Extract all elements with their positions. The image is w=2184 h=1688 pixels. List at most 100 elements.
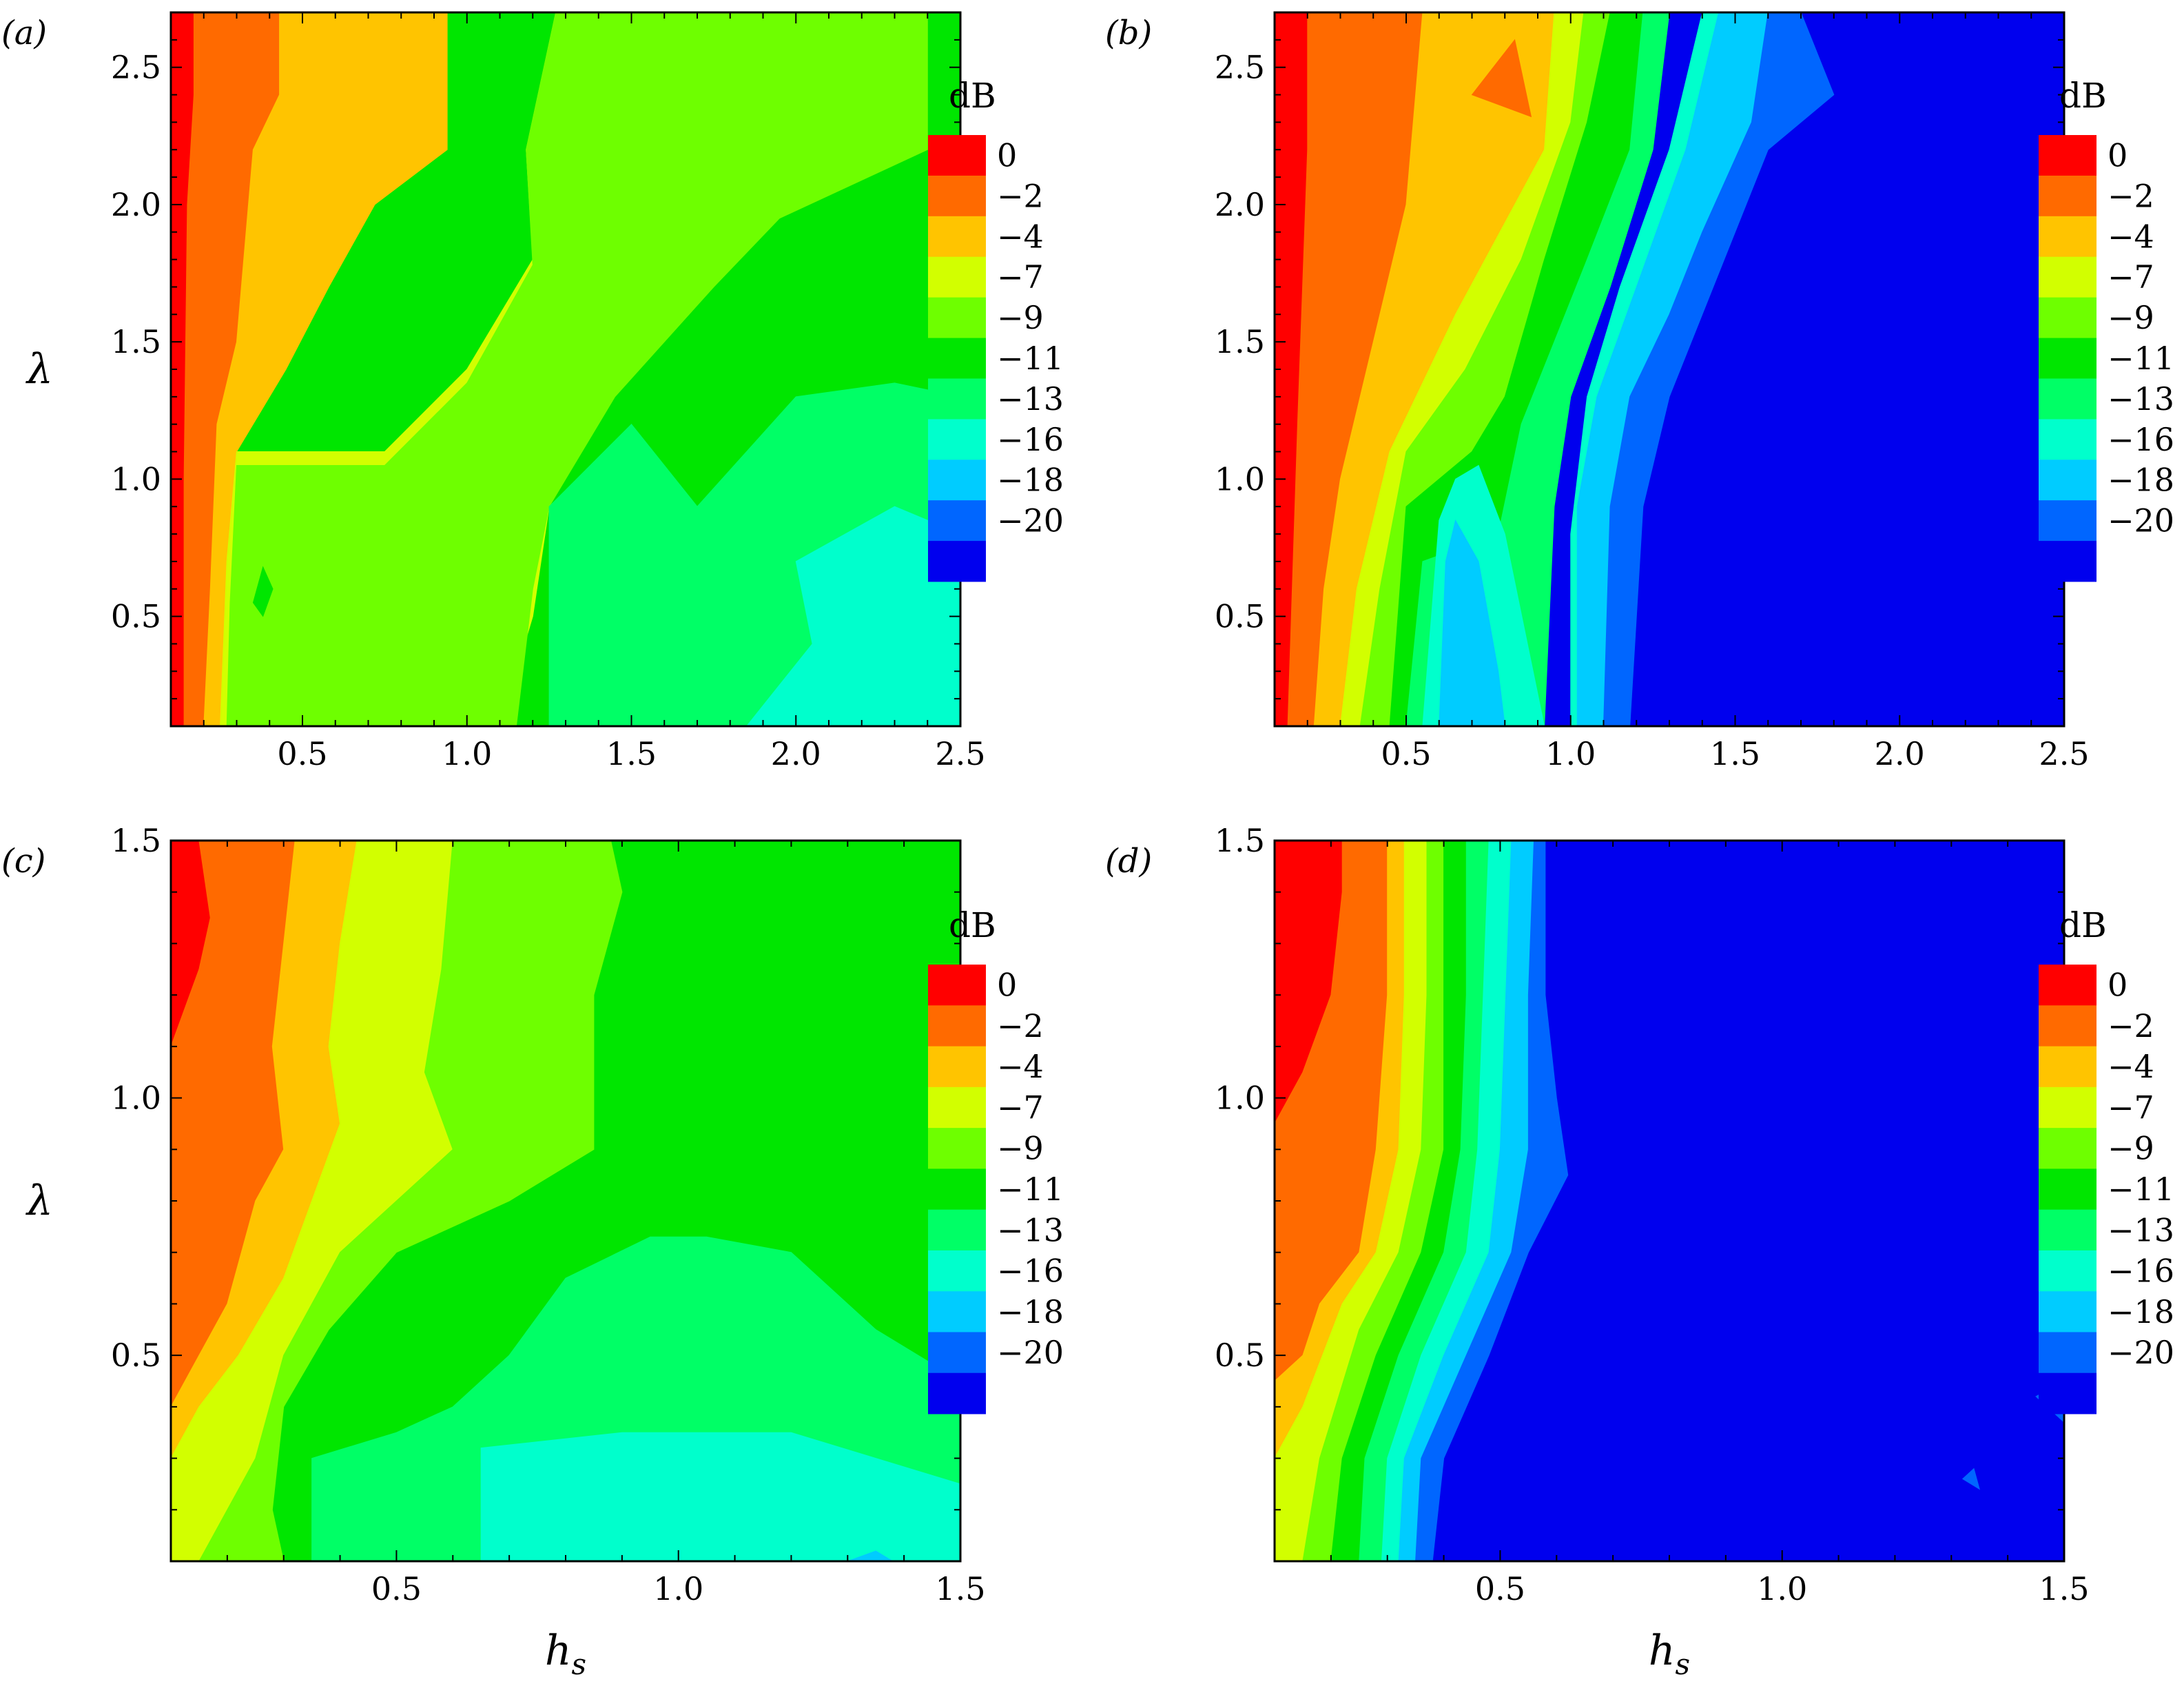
panel-a-colorbar-label: 0 (997, 136, 1017, 174)
panel-b-colorbar-swatch (2039, 135, 2097, 176)
panel-a-xtick-label: 1.0 (442, 735, 492, 772)
panel-b-colorbar-swatch (2039, 460, 2097, 501)
panel-a-xtick-label: 1.5 (606, 735, 657, 772)
panel-d-colorbar-unit: dB (2059, 905, 2107, 945)
panel-b-field (1275, 12, 2064, 726)
panel-b-colorbar-swatch (2039, 419, 2097, 460)
panel-d-ytick-label: 0.5 (1215, 1337, 1265, 1374)
panel-c: 0.5 1.0 1.50.51.01.5(c)λhsdB0−2−4−7−9−11−1… (1, 822, 1064, 1681)
panel-a-colorbar-label: −4 (997, 218, 1044, 255)
panel-b-colorbar-label: −7 (2108, 258, 2154, 296)
panel-d-contour-region-9 (1415, 841, 1569, 1561)
panel-a-xtick-label: 0.5 (277, 735, 327, 772)
panel-a-ylabel: λ (25, 345, 53, 393)
panel-c-colorbar-label: 0 (997, 967, 1017, 1004)
panel-c-colorbar-label: −7 (997, 1089, 1044, 1126)
panel-a-colorbar-swatch (928, 460, 986, 501)
panel-d-colorbar-swatch (2039, 1291, 2097, 1332)
panel-a-ytick-label: 1.0 (111, 460, 161, 497)
panel-c-colorbar-unit: dB (949, 905, 996, 945)
panel-b-colorbar-swatch (2039, 256, 2097, 298)
panel-b-contour-region-9 (1439, 519, 1505, 726)
panel-b-xtick-label: 1.0 (1545, 735, 1596, 772)
panel-c-contour-region-4 (198, 841, 623, 1561)
panel-b-colorbar-swatch (2039, 378, 2097, 420)
panel-c-colorbar-swatch (928, 1169, 986, 1211)
panel-a-ytick-label: 2.5 (111, 49, 161, 86)
panel-d-xtick-label: 1.0 (1757, 1570, 1807, 1607)
panel-b-ytick-label: 0.5 (1215, 598, 1265, 635)
panel-b-colorbar-label: −16 (2108, 421, 2174, 458)
panel-d-colorbar-swatch (2039, 1087, 2097, 1129)
panel-d-xtick-label: 0.5 (1475, 1570, 1525, 1607)
panel-d-colorbar-label: −18 (2108, 1293, 2174, 1330)
panel-d-colorbar-swatch (2039, 1005, 2097, 1047)
panel-b-colorbar-label: −4 (2108, 218, 2154, 255)
panel-d-colorbar-label: −20 (2108, 1334, 2174, 1371)
panel-a-colorbar-label: −13 (997, 380, 1064, 418)
panel-d-colorbar-label: −9 (2108, 1130, 2154, 1167)
panel-c-xtick-label: 0.5 (371, 1570, 422, 1607)
panel-a-colorbar-label: −11 (997, 340, 1064, 377)
panel-a-colorbar-swatch (928, 500, 986, 542)
panel-c-ytick-label: 0.5 (111, 1337, 161, 1374)
panel-a-contour-region-4 (226, 12, 928, 726)
panel-b-xtick-label: 0.5 (1381, 735, 1431, 772)
panel-b-colorbar-swatch (2039, 175, 2097, 217)
panel-b-colorbar-label: 0 (2108, 136, 2128, 174)
panel-d-ytick-label: 1.5 (1215, 822, 1265, 859)
panel-c-colorbar-label: −9 (997, 1130, 1044, 1167)
panel-d-contour-region-10 (1961, 1468, 1981, 1490)
panel-c-colorbar-label: −13 (997, 1211, 1064, 1248)
panel-b-contour-region-12 (1448, 561, 1453, 726)
panel-c-ytick-label: 1.5 (111, 822, 161, 859)
panel-c-colorbar-swatch (928, 1372, 986, 1414)
panel-c-colorbar-label: −18 (997, 1293, 1064, 1330)
panel-d: 0.5 1.0 1.5 0.5 1.0 1.5 (d) hs dB0−2 −4 −7 −9 −11−13… (1105, 822, 2174, 1681)
panel-c-colorbar-label: −2 (997, 1007, 1044, 1044)
panel-a-colorbar-label: −2 (997, 177, 1044, 214)
panel-d-colorbar-label: −2 (2108, 1007, 2154, 1044)
panel-a-colorbar-label: −7 (997, 258, 1044, 296)
panel-d-colorbar-swatch (2039, 1372, 2097, 1414)
panel-a-colorbar-swatch (928, 338, 986, 379)
panel-a-ytick-label: 2.0 (111, 186, 161, 223)
panel-c-field (171, 841, 960, 1561)
panel-c-colorbar-label: −20 (997, 1334, 1064, 1371)
panel-d-colorbar: dB0−2 −4 −7 −9 −11−13 −16−18 −20 (2039, 905, 2174, 1414)
panel-b-xtick-label: 2.0 (1875, 735, 1925, 772)
panel-c-colorbar-swatch (928, 1250, 986, 1292)
panel-c-label: (c) (1, 842, 45, 881)
panel-b-colorbar-label: −13 (2108, 380, 2174, 418)
panel-a-xtick-label: 2.5 (935, 735, 985, 772)
panel-a-colorbar-label: −16 (997, 421, 1064, 458)
panel-d-colorbar-label: −7 (2108, 1089, 2154, 1126)
panel-c-colorbar-swatch (928, 1291, 986, 1332)
panel-a-colorbar-swatch (928, 419, 986, 460)
panel-b-colorbar-unit: dB (2059, 76, 2107, 116)
panel-c-contour-region-6 (480, 1432, 960, 1561)
panel-d-colorbar-label: −16 (2108, 1253, 2174, 1290)
panel-c-colorbar-swatch (928, 1087, 986, 1129)
panel-c-ytick-label: 1.0 (111, 1080, 161, 1117)
panel-d-xlabel: hs (1649, 1627, 1690, 1681)
panel-c-colorbar-swatch (928, 1332, 986, 1374)
panel-c-colorbar-swatch (928, 1046, 986, 1088)
panel-a-colorbar-label: −20 (997, 502, 1064, 539)
panel-b-colorbar-label: −20 (2108, 502, 2174, 539)
panel-a-colorbar-label: −18 (997, 462, 1064, 499)
panel-d-colorbar-swatch (2039, 1169, 2097, 1211)
panel-b-ytick-label: 2.0 (1215, 186, 1265, 223)
panel-a-colorbar-swatch (928, 256, 986, 298)
panel-a-colorbar-swatch (928, 378, 986, 420)
panel-b-colorbar: dB0−2 −4−7−9 −11−13−16 −18−20 (2039, 76, 2174, 582)
panel-d-colorbar-swatch (2039, 1250, 2097, 1292)
panel-a-colorbar-swatch (928, 541, 986, 582)
panel-d-colorbar-swatch (2039, 1332, 2097, 1374)
panel-a-colorbar-swatch (928, 216, 986, 258)
panel-a-ytick-label: 1.5 (111, 323, 161, 360)
panel-c-colorbar: dB0−2 −4 −7 −9 −11−13 −16−18 −20 (928, 905, 1064, 1414)
panel-a-colorbar: dB0−2 −4−7−9 −11−13−16 −18−20 (928, 76, 1064, 582)
panel-b-colorbar-label: −11 (2108, 340, 2174, 377)
